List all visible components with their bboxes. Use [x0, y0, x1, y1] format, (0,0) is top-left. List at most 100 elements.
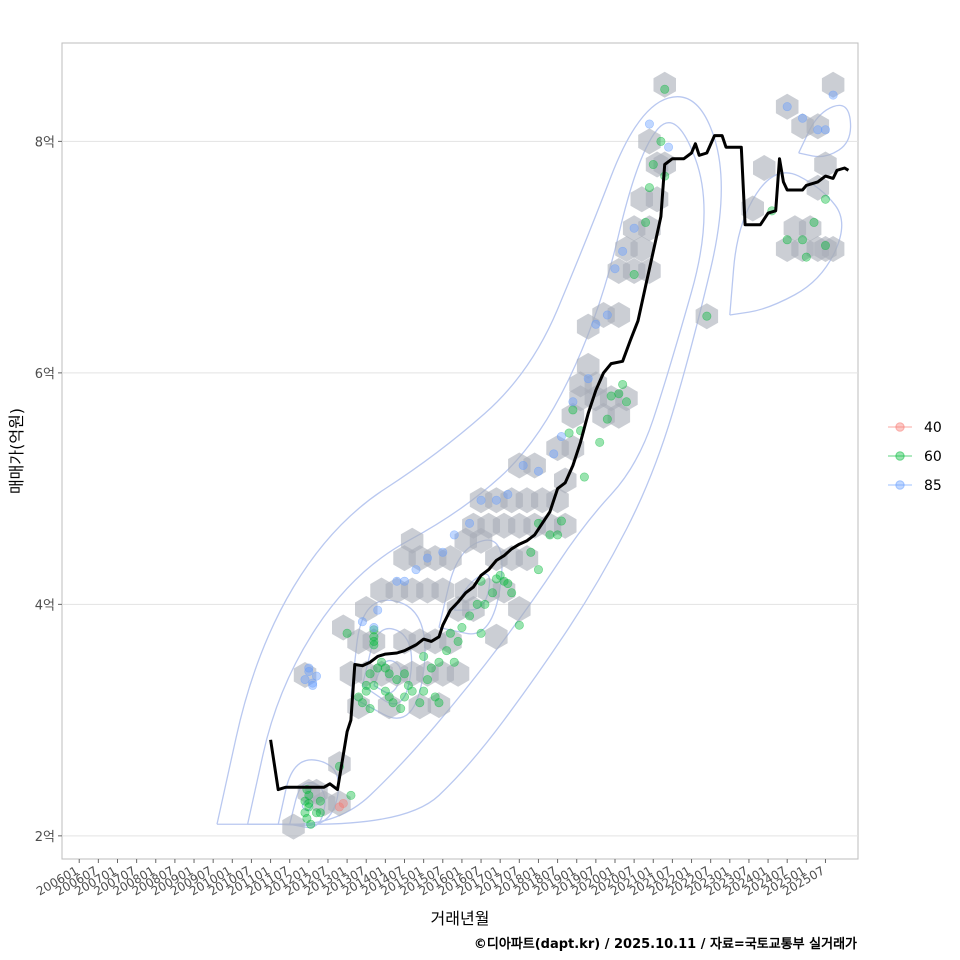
data-point-60: [503, 579, 513, 589]
legend-key-point: [895, 451, 905, 461]
data-point-60: [526, 547, 536, 557]
hexbin-cell: [806, 113, 830, 140]
data-point-85: [308, 678, 318, 688]
hexbin-cell: [753, 155, 776, 181]
data-point-60: [407, 686, 417, 696]
scatter-points: [300, 84, 838, 829]
data-point-85: [491, 495, 501, 505]
hexbin-cell: [653, 71, 676, 98]
hexbin-layer: [282, 71, 845, 840]
data-point-60: [595, 437, 605, 447]
data-point-60: [426, 663, 436, 673]
data-point-85: [798, 113, 808, 123]
y-axis-title: 매매가(억원): [7, 408, 26, 494]
hexbin-cell: [615, 385, 638, 412]
data-point-60: [801, 252, 811, 262]
moving-average-path: [269, 134, 850, 792]
legend-label: 40: [924, 420, 942, 436]
hexbin-cell: [806, 174, 830, 201]
data-point-60: [614, 389, 624, 399]
data-point-60: [656, 136, 666, 146]
y-axis: 2억 4억 6억 8억: [35, 135, 62, 845]
hexbin-cell: [638, 215, 661, 242]
hexbin-cell: [446, 660, 470, 687]
x-axis: 2006012006072007012007072008012008072009…: [34, 859, 827, 899]
legend-key-point: [895, 480, 905, 490]
data-point-60: [388, 698, 398, 708]
data-point-60: [702, 311, 712, 321]
data-point-60: [354, 692, 364, 702]
hexbin-cell: [638, 128, 661, 155]
data-point-85: [308, 680, 318, 690]
data-point-85: [438, 547, 448, 557]
data-point-60: [396, 704, 406, 714]
hexbin-cell: [630, 236, 653, 262]
moving-average-line: [269, 134, 850, 792]
data-point-60: [415, 698, 425, 708]
data-point-60: [507, 588, 517, 598]
data-point-60: [442, 646, 452, 656]
hexbin-cell: [485, 623, 508, 650]
data-point-60: [809, 217, 819, 227]
data-point-60: [568, 405, 578, 415]
hexbin-cell: [695, 303, 719, 330]
data-point-60: [476, 628, 486, 638]
hexbin-cell: [439, 628, 462, 655]
data-point-60: [315, 796, 325, 806]
data-point-60: [641, 217, 651, 227]
data-point-85: [518, 460, 528, 470]
data-point-85: [568, 397, 578, 407]
data-point-60: [365, 704, 375, 714]
data-point-60: [820, 194, 830, 204]
data-point-85: [664, 142, 674, 152]
density-contour: [246, 122, 705, 825]
data-point-85: [422, 553, 432, 563]
data-point-60: [306, 819, 316, 829]
data-point-60: [434, 657, 444, 667]
data-point-85: [357, 617, 367, 627]
data-point-60: [533, 565, 543, 575]
data-point-85: [782, 102, 792, 112]
hexbin-cell: [492, 577, 516, 604]
hexbin-cell: [515, 545, 539, 572]
hexbin-cell: [607, 302, 631, 328]
hexbin-cell: [377, 693, 401, 720]
data-point-60: [579, 472, 589, 482]
data-point-60: [445, 628, 455, 638]
hexbin-cell: [576, 352, 600, 379]
data-point-85: [610, 264, 620, 274]
data-point-85: [300, 675, 310, 685]
data-point-85: [400, 576, 410, 586]
data-point-60: [606, 391, 616, 401]
data-point-60: [556, 516, 566, 526]
data-point-60: [660, 84, 670, 94]
hexbin-cell: [814, 151, 837, 178]
hexbin-cell: [798, 215, 822, 242]
hexbin-cell: [332, 614, 355, 641]
data-point-85: [533, 466, 543, 476]
data-point-60: [361, 680, 371, 690]
hexbin-cell: [282, 813, 305, 840]
hexbin-cell: [400, 527, 424, 554]
data-point-60: [488, 588, 498, 598]
data-point-60: [472, 599, 482, 609]
data-point-60: [342, 628, 352, 638]
data-point-85: [369, 623, 379, 633]
hexbin-cell: [741, 195, 764, 222]
hexbin-cell: [454, 577, 477, 604]
data-point-60: [449, 657, 459, 667]
data-point-85: [373, 605, 383, 615]
data-point-85: [583, 374, 593, 384]
density-contour: [729, 172, 843, 316]
data-point-85: [820, 125, 830, 135]
data-point-85: [392, 576, 402, 586]
data-point-85: [556, 432, 566, 442]
legend-key-point: [895, 422, 905, 432]
data-point-85: [311, 671, 321, 681]
hexbin-cell: [328, 751, 351, 778]
data-point-85: [629, 223, 639, 233]
hexbin-cell: [355, 596, 378, 622]
data-point-85: [411, 565, 421, 575]
hexbin-cell: [821, 71, 845, 98]
data-point-85: [602, 310, 612, 320]
